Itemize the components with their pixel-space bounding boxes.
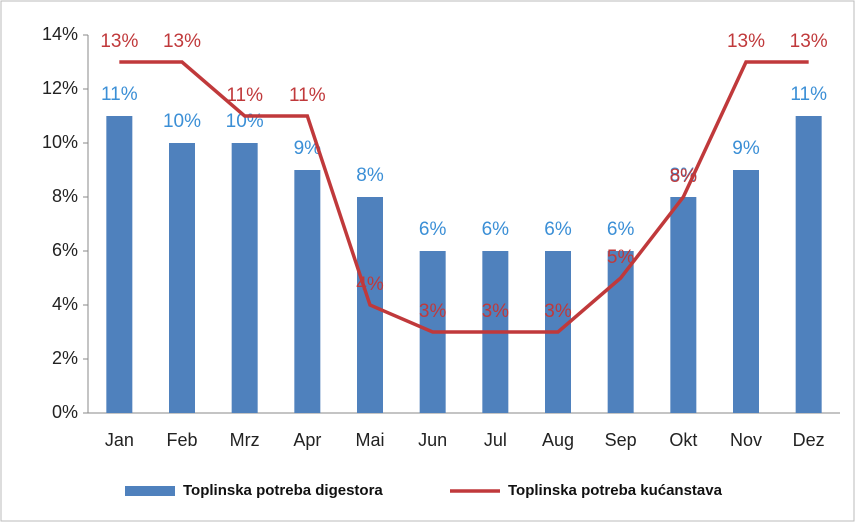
legend-label: Toplinska potreba digestora — [183, 482, 383, 499]
bar-value-label: 9% — [294, 138, 322, 159]
bar — [795, 116, 822, 413]
bar-value-label: 6% — [544, 219, 572, 240]
bar-value-label: 8% — [356, 165, 384, 186]
bar — [670, 197, 697, 413]
x-tick-label: Jun — [418, 430, 447, 450]
y-tick-label: 0% — [52, 402, 78, 422]
line-value-label: 11% — [226, 85, 263, 106]
line-value-label: 13% — [163, 31, 201, 52]
line-value-label: 5% — [607, 247, 635, 268]
bar — [294, 170, 321, 413]
bar — [169, 143, 195, 413]
line-value-label: 3% — [419, 301, 447, 322]
y-tick-label: 14% — [42, 24, 78, 44]
bar-value-label: 10% — [163, 111, 201, 132]
x-tick-label: Jul — [484, 430, 507, 450]
line-value-label: 13% — [100, 31, 138, 52]
line-value-label: 4% — [356, 274, 384, 295]
line-value-label: 3% — [544, 301, 572, 322]
bar-value-label: 11% — [790, 84, 827, 105]
y-tick-label: 2% — [52, 348, 78, 368]
y-tick-label: 10% — [42, 132, 78, 152]
x-tick-label: Aug — [542, 430, 574, 450]
x-tick-label: Jan — [105, 430, 134, 450]
bar — [231, 143, 258, 413]
y-tick-label: 8% — [52, 186, 78, 206]
bar-value-label: 6% — [607, 219, 635, 240]
legend-label: Toplinska potreba kućanstava — [508, 482, 723, 499]
line — [119, 60, 809, 334]
y-tick-label: 4% — [52, 294, 78, 314]
bar-value-label: 6% — [482, 219, 510, 240]
line-value-label: 8% — [670, 166, 698, 187]
y-tick-label: 12% — [42, 78, 78, 98]
x-tick-label: Feb — [166, 430, 197, 450]
line-value-label: 11% — [289, 85, 326, 106]
x-tick-label: Sep — [605, 430, 637, 450]
line-value-label: 3% — [482, 301, 510, 322]
bar — [106, 116, 133, 413]
bar-value-label: 6% — [419, 219, 447, 240]
x-tick-label: Okt — [669, 430, 697, 450]
x-tick-label: Nov — [730, 430, 762, 450]
bar-value-label: 9% — [732, 138, 760, 159]
bar-value-label: 11% — [101, 84, 138, 105]
line-value-label: 13% — [790, 31, 828, 52]
x-tick-label: Apr — [293, 430, 321, 450]
line-value-label: 13% — [727, 31, 765, 52]
x-tick-label: Dez — [793, 430, 825, 450]
legend-swatch — [125, 486, 175, 496]
y-tick-label: 6% — [52, 240, 78, 260]
x-tick-label: Mrz — [230, 430, 260, 450]
bar — [733, 170, 759, 413]
x-tick-label: Mai — [355, 430, 384, 450]
